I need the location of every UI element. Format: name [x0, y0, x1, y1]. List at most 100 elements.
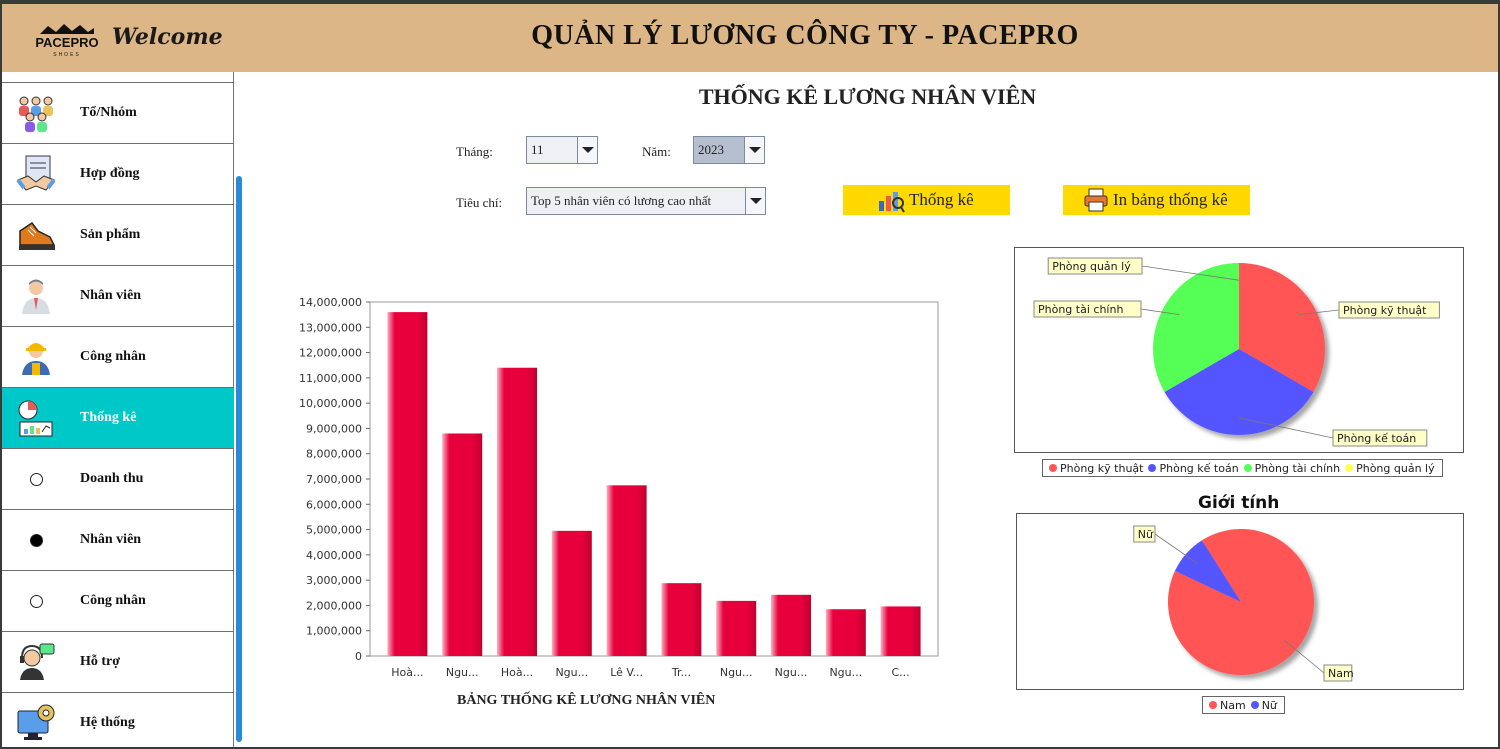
sidebar-item-label: Hỗ trợ [80, 654, 121, 669]
sidebar-item-statistics[interactable]: Thống kê [2, 387, 234, 448]
y-tick-label: 8,000,000 [306, 448, 362, 461]
sidebar-item-label: Hợp đồng [80, 166, 140, 181]
gender-pie-box: Nam Nữ [1016, 513, 1464, 690]
legend-item: Nam [1207, 699, 1246, 712]
pie-label-box [1033, 300, 1142, 318]
bar[interactable] [442, 433, 483, 656]
salary-bar-chart: 0 1,000,000 2,000,000 3,000,000 4,000,000 5,0… [299, 296, 939, 679]
month-select[interactable]: 11 [526, 136, 598, 164]
pie-slice[interactable] [1174, 540, 1241, 602]
pie-label: Phòng kế toán [1337, 432, 1416, 445]
bar[interactable] [661, 583, 702, 656]
y-tick-label: 3,000,000 [306, 574, 362, 587]
pie-slice[interactable] [1239, 263, 1325, 392]
system-settings-icon [17, 704, 55, 740]
bar[interactable] [497, 367, 537, 656]
svg-text:PACEPRO: PACEPRO [35, 35, 98, 50]
year-label: Năm: [642, 144, 671, 159]
sidebar-item-support[interactable]: Hỗ trợ [2, 631, 234, 692]
bar[interactable] [606, 485, 647, 656]
sidebar-scrollbar[interactable] [236, 176, 242, 742]
x-tick-label: Hoà... [391, 666, 423, 679]
gender-chart-title: Giới tính [1198, 493, 1280, 513]
y-tick-label: 1,000,000 [306, 625, 362, 638]
legend-item: Phòng kỹ thuật [1047, 462, 1143, 475]
y-tick-label: 11,000,000 [299, 372, 362, 385]
legend-item: Phòng kế toán [1146, 462, 1239, 475]
legend-item: Nữ [1249, 699, 1277, 712]
stats-chart-icon [879, 192, 905, 213]
sidebar-item-worker-stats[interactable]: Công nhân [2, 570, 234, 631]
bar[interactable] [880, 606, 921, 656]
sidebar-item-team[interactable]: Tổ/Nhóm [2, 82, 234, 143]
printer-icon [1084, 188, 1108, 212]
gender-pie-chart: Nam Nữ [1133, 525, 1354, 682]
legend-dot [1250, 701, 1259, 709]
x-tick-label: C... [892, 666, 910, 679]
x-tick-label: Tr... [671, 666, 691, 679]
y-tick-label: 12,000,000 [299, 347, 362, 360]
chevron-down-icon[interactable] [744, 137, 764, 163]
radio-revenue[interactable] [30, 473, 43, 486]
y-tick-label: 5,000,000 [306, 524, 362, 537]
radio-employee[interactable] [30, 534, 43, 547]
worker-icon [22, 343, 50, 375]
pie-slice[interactable] [1153, 263, 1239, 392]
bar[interactable] [825, 609, 866, 656]
chevron-down-icon[interactable] [745, 188, 765, 214]
sidebar-item-label: Nhân viên [80, 288, 142, 303]
support-icon [20, 643, 55, 680]
pie-label: Phòng tài chính [1038, 303, 1123, 316]
y-tick-label: 9,000,000 [306, 422, 362, 435]
x-tick-label: Ngu... [446, 666, 479, 679]
pie-label: Nữ [1138, 528, 1154, 541]
x-tick-label: Hoà... [501, 666, 533, 679]
sidebar-item-employees[interactable]: Nhân viên [2, 265, 234, 326]
svg-text:SHOES: SHOES [53, 52, 81, 58]
legend-item: Phòng quản lý [1343, 462, 1435, 475]
bar-chart-caption: BẢNG THỐNG KÊ LƯƠNG NHÂN VIÊN [457, 693, 716, 708]
bar[interactable] [716, 600, 757, 656]
x-tick-label: Ngu... [829, 666, 862, 679]
pie-label: Nam [1328, 667, 1354, 680]
pie-slice[interactable] [1164, 349, 1314, 435]
welcome-text: Welcome [112, 24, 223, 50]
sidebar-item-label: Công nhân [80, 593, 146, 608]
y-tick-label: 7,000,000 [306, 473, 362, 486]
print-button[interactable]: In bảng thống kê [1063, 185, 1250, 215]
sidebar-item-label: Công nhân [80, 349, 146, 364]
year-select[interactable]: 2023 [693, 136, 765, 164]
contract-handshake-icon [16, 155, 56, 191]
legend-dot [1345, 464, 1354, 472]
y-tick-label: 4,000,000 [306, 549, 362, 562]
bar[interactable] [771, 594, 811, 656]
statistics-button[interactable]: Thống kê [843, 185, 1010, 215]
sidebar-item-products[interactable]: Sản phẩm [2, 204, 234, 265]
pie-label-box [1133, 525, 1156, 543]
sidebar-item-workers[interactable]: Công nhân [2, 326, 234, 387]
pie-label: Phòng kỹ thuật [1343, 304, 1427, 317]
department-pie-box: Phòng kỹ thuật Phòng kế toán Phòng tài chí… [1014, 247, 1464, 453]
sidebar-item-system[interactable]: Hệ thống [2, 692, 234, 747]
sidebar-item-label: Sản phẩm [80, 227, 141, 242]
sidebar-item-revenue[interactable]: Doanh thu [2, 448, 234, 509]
x-tick-label: Ngu... [555, 666, 588, 679]
sidebar: Tổ/Nhóm Hợp đồng Sản phẩm Nhân viên [2, 72, 234, 747]
employee-icon [22, 279, 50, 314]
radio-worker[interactable] [30, 595, 43, 608]
department-legend: Phòng kỹ thuật Phòng kế toán Phòng tài chí… [1042, 459, 1443, 477]
x-tick-label: Lê V... [610, 666, 643, 679]
y-tick-label: 2,000,000 [306, 599, 362, 612]
bar[interactable] [551, 530, 592, 656]
statistics-icon [18, 400, 53, 437]
pie-label-box [1338, 301, 1440, 319]
month-label: Tháng: [456, 144, 493, 159]
y-tick-label: 13,000,000 [299, 321, 362, 334]
bar[interactable] [387, 312, 428, 656]
y-tick-label: 6,000,000 [306, 498, 362, 511]
criteria-select[interactable]: Top 5 nhân viên có lương cao nhất [526, 187, 766, 215]
sidebar-item-contract[interactable]: Hợp đồng [2, 143, 234, 204]
app-title: QUẢN LÝ LƯƠNG CÔNG TY - PACEPRO [531, 20, 1079, 51]
chevron-down-icon[interactable] [577, 137, 597, 163]
sidebar-item-employee-stats[interactable]: Nhân viên [2, 509, 234, 570]
